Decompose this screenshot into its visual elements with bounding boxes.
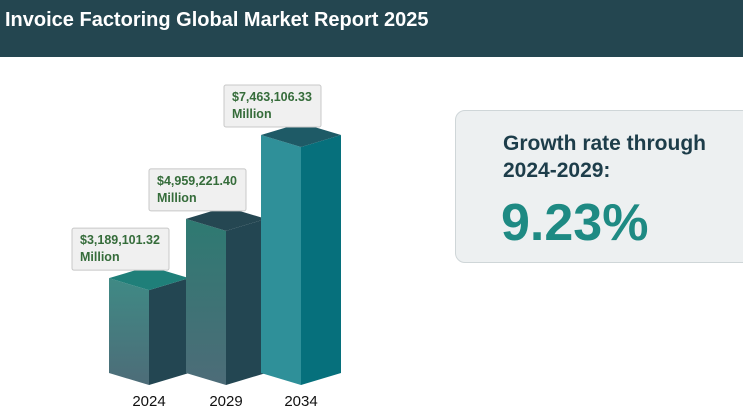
value-label-2024: $3,189,101.32 Million [71, 227, 170, 271]
x-tick-label: 2024 [132, 393, 165, 410]
value-labels-layer: $3,189,101.32 Million $4,959,221.40 Million… [71, 84, 322, 271]
bar-chart: $3,189,101.32 Million $4,959,221.40 Million… [71, 84, 341, 410]
bar-side-face [301, 135, 341, 385]
x-tick-label: 2034 [284, 393, 317, 410]
bars-layer [109, 123, 341, 385]
value-label-text: $7,463,106.33 [232, 90, 312, 104]
value-label-text: $3,189,101.32 [80, 233, 160, 247]
value-label-2034: $7,463,106.33 Million [223, 84, 322, 128]
bar-front-face [109, 278, 149, 385]
x-tick-label: 2029 [209, 393, 242, 410]
growth-rate-value: 9.23% [501, 194, 649, 252]
page-title: Invoice Factoring Global Market Report 2… [5, 9, 429, 31]
header-bar: Invoice Factoring Global Market Report 2… [0, 0, 743, 57]
value-label-2029: $4,959,221.40 Million [148, 168, 247, 212]
value-label-box [71, 227, 170, 271]
bar-front-face [261, 135, 301, 385]
value-label-box [148, 168, 247, 212]
bar-2029 [186, 206, 266, 385]
bar-top-face [186, 206, 266, 231]
value-label-text: Million [232, 107, 272, 121]
value-label-text: Million [157, 191, 197, 205]
bar-2034 [261, 123, 341, 385]
bar-2024 [109, 266, 189, 385]
growth-rate-label: Growth rate through 2024-2029: [503, 132, 706, 182]
growth-rate-card: Growth rate through 2024-2029: 9.23% [455, 110, 743, 263]
bar-top-face [109, 266, 189, 291]
value-label-text: Million [80, 250, 120, 264]
bar-side-face [149, 278, 189, 385]
bar-side-face [226, 218, 266, 385]
bar-top-face [261, 123, 341, 147]
x-axis-ticks: 2024 2029 2034 [132, 393, 317, 410]
value-label-text: $4,959,221.40 [157, 174, 237, 188]
bar-front-face [186, 218, 226, 385]
value-label-box [223, 84, 322, 128]
